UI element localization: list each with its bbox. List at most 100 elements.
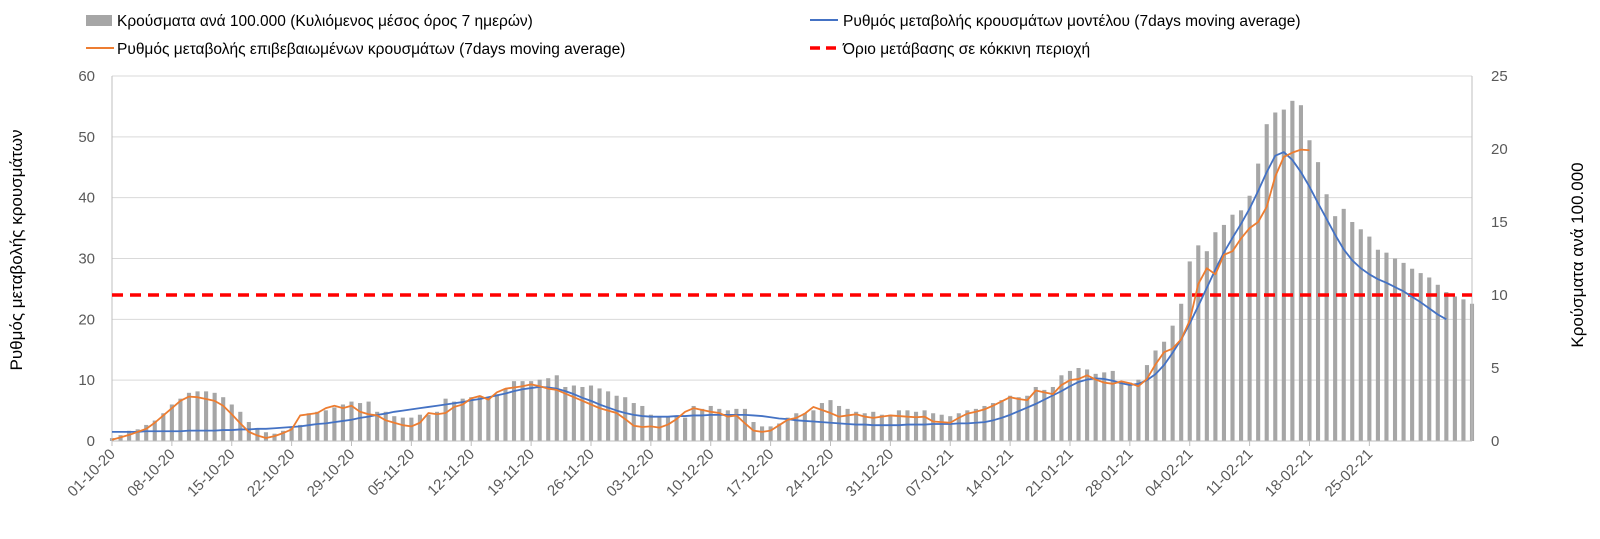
bar <box>691 405 696 441</box>
bar <box>554 375 559 441</box>
bar <box>631 403 636 441</box>
x-tick-label: 24-12-20 <box>783 446 837 500</box>
bar <box>520 381 525 441</box>
bar <box>281 430 286 441</box>
bar <box>409 417 414 441</box>
bar <box>931 413 936 441</box>
bar <box>982 405 987 441</box>
bar <box>1452 296 1457 441</box>
bar <box>1187 261 1192 441</box>
bar <box>1050 386 1055 441</box>
bar <box>358 403 363 441</box>
bar <box>563 386 568 441</box>
bar <box>717 408 722 441</box>
legend: Κρούσματα ανά 100.000 (Κυλιόμενος μέσος … <box>86 13 1301 58</box>
x-tick-label: 15-10-20 <box>184 446 238 500</box>
x-tick-label: 22-10-20 <box>244 446 298 500</box>
bar <box>606 391 611 441</box>
y-left-tick-label: 20 <box>78 311 95 328</box>
x-tick-label: 17-12-20 <box>723 446 777 500</box>
bar <box>434 411 440 441</box>
bar <box>494 394 499 441</box>
model-rate-line <box>112 151 1447 433</box>
bar <box>1247 195 1252 441</box>
y-right-axis-title: Κρούσματα ανά 100.000 <box>1568 162 1587 347</box>
bar <box>529 381 534 441</box>
bar <box>640 405 645 441</box>
y-left-tick-label: 50 <box>78 129 95 146</box>
bar <box>794 413 799 441</box>
bar <box>340 404 345 441</box>
bar <box>948 416 953 441</box>
bar <box>785 417 790 441</box>
bar <box>1324 194 1329 441</box>
bar <box>811 410 816 441</box>
y-right-tick-label: 15 <box>1491 214 1508 231</box>
x-tick-label: 07-01-21 <box>903 446 957 500</box>
bar <box>1375 249 1380 441</box>
bar <box>1256 163 1261 441</box>
bar <box>1170 325 1175 441</box>
y-right-tick-label: 5 <box>1491 360 1499 377</box>
bar <box>742 408 748 441</box>
bar <box>1341 208 1346 441</box>
bar <box>828 400 833 441</box>
bar <box>144 424 149 441</box>
bar <box>161 413 166 441</box>
bar <box>1281 109 1286 441</box>
bar <box>1076 368 1081 441</box>
bar <box>452 401 457 441</box>
bar <box>349 401 354 441</box>
bar <box>537 379 542 441</box>
bar <box>383 411 388 441</box>
x-tick-label: 04-02-21 <box>1142 446 1196 500</box>
bar <box>1221 224 1227 441</box>
bar <box>1307 140 1312 442</box>
bar <box>665 416 671 441</box>
bar <box>375 411 380 441</box>
bar <box>238 411 243 441</box>
bar <box>1179 303 1184 441</box>
x-tick-label: 18-02-21 <box>1262 446 1316 500</box>
bar <box>229 404 234 441</box>
y-left-tick-label: 10 <box>78 372 95 389</box>
bar <box>674 416 679 441</box>
bar <box>1093 373 1098 441</box>
bar <box>1290 100 1295 441</box>
bar <box>486 397 491 441</box>
y-right-tick-label: 10 <box>1491 287 1508 304</box>
bar <box>1059 375 1064 441</box>
bar <box>1127 382 1132 441</box>
bar <box>1367 236 1372 441</box>
bar <box>1102 372 1107 441</box>
line-series <box>111 148 1472 441</box>
bar <box>571 385 576 441</box>
bar <box>460 398 465 441</box>
bar <box>1067 370 1073 441</box>
x-tick-label: 11-02-21 <box>1203 446 1257 500</box>
bar <box>1153 350 1158 441</box>
bar <box>1461 299 1466 441</box>
x-tick-label: 31-12-20 <box>843 446 897 500</box>
bar <box>597 388 602 441</box>
confirmed-rate-line <box>111 148 1310 441</box>
bar <box>1196 245 1201 441</box>
bar <box>999 400 1004 441</box>
bar <box>366 401 371 441</box>
bar <box>426 414 431 441</box>
bar <box>178 398 183 441</box>
bar <box>1358 229 1363 441</box>
bar <box>1008 395 1013 441</box>
bar <box>127 430 132 441</box>
x-tick-label: 05-11-20 <box>365 446 419 500</box>
bar <box>1042 389 1047 441</box>
bar <box>169 404 174 441</box>
x-tick-label: 19-11-20 <box>484 446 538 500</box>
bar <box>204 391 209 441</box>
bar <box>1162 341 1167 441</box>
bar <box>195 391 200 441</box>
x-tick-label: 14-01-21 <box>962 446 1016 500</box>
grid-layer <box>112 75 1472 381</box>
bar <box>913 411 919 441</box>
